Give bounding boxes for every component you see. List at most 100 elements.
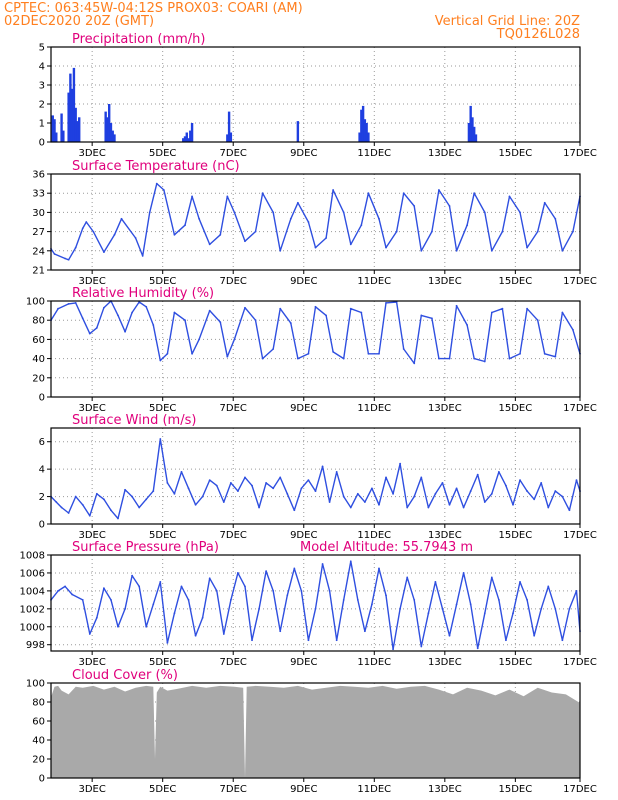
pressure-point: [117, 625, 119, 628]
rh-point: [272, 348, 275, 350]
wind-point: [55, 501, 58, 503]
pressure-ytick-label: 1000: [20, 622, 45, 633]
rh-point: [307, 352, 310, 355]
pressure-point: [81, 598, 84, 601]
pressure-point: [251, 639, 253, 642]
rh-point: [233, 338, 236, 341]
wind-point: [286, 492, 289, 495]
temp-title: Surface Temperature (nC): [72, 159, 240, 174]
temp-point: [378, 217, 380, 220]
pressure-point: [349, 560, 352, 563]
rh-point: [342, 357, 345, 360]
wind-point: [60, 506, 63, 509]
rh-point: [360, 311, 363, 314]
temp-point: [554, 217, 557, 220]
temp-point: [233, 211, 236, 214]
wind-point: [173, 492, 176, 495]
cloud-xtick-label: 17DEC: [563, 784, 597, 795]
pressure-point: [71, 593, 74, 596]
cloud-ytick-label: 20: [32, 755, 45, 766]
grid-note: Vertical Grid Line: 20Z: [435, 14, 580, 29]
cloud-xtick-label: 3DEC: [78, 784, 105, 795]
wind-point: [575, 479, 578, 482]
rh-point: [430, 317, 433, 320]
wind-point: [349, 506, 352, 509]
pressure-point: [124, 607, 126, 610]
temp-point: [53, 253, 56, 255]
precip-ytick-label: 1: [39, 119, 45, 130]
temp-point: [332, 189, 335, 191]
rh-point: [526, 307, 528, 310]
precip-bar: [104, 111, 107, 142]
precip-bar: [189, 130, 192, 142]
wind-point: [314, 490, 317, 492]
rh-xtick-label: 17DEC: [563, 403, 597, 414]
temp-point: [103, 251, 105, 253]
pressure-point: [342, 598, 345, 601]
rh-point: [289, 322, 292, 324]
wind-xtick-label: 17DEC: [563, 530, 597, 541]
pressure-point: [399, 607, 402, 610]
precip-bar: [187, 138, 190, 142]
rh-point: [420, 314, 423, 317]
wind-point: [152, 490, 155, 492]
wind-point: [88, 514, 91, 517]
rh-xtick-label: 11DEC: [357, 403, 391, 414]
pressure-point: [335, 639, 338, 642]
precip-xtick-label: 5DEC: [149, 148, 176, 159]
temp-ytick-label: 27: [32, 227, 45, 238]
rh-point: [103, 306, 105, 309]
pressure-point: [406, 576, 409, 579]
temp-point: [420, 249, 423, 252]
wind-point: [462, 506, 465, 509]
temp-point: [254, 230, 257, 233]
rh-point: [473, 357, 476, 360]
pressure-point: [237, 572, 239, 574]
precip-bar: [358, 132, 361, 142]
rh-point: [244, 306, 246, 309]
pressure-point: [258, 607, 260, 610]
precip-bar: [361, 105, 365, 142]
precip-bar: [74, 107, 77, 142]
precip-bar: [469, 105, 472, 142]
temp-point: [395, 230, 398, 233]
rh-xtick-label: 3DEC: [78, 403, 105, 414]
pressure-point: [159, 581, 162, 583]
pressure-xtick-label: 7DEC: [220, 657, 247, 668]
cloud-ytick-label: 80: [32, 698, 45, 709]
rh-xtick-label: 7DEC: [220, 403, 247, 414]
precip-bar: [70, 88, 74, 142]
temp-point: [508, 195, 511, 198]
precip-bar: [474, 134, 478, 142]
pressure-point: [490, 576, 493, 579]
rh-point: [466, 324, 469, 326]
cloud-xtick-label: 15DEC: [498, 784, 532, 795]
pressure-ytick-label: 1008: [20, 551, 45, 562]
wind-point: [568, 509, 571, 512]
pressure-title: Surface Pressure (hPa): [72, 540, 219, 555]
temp-point: [219, 233, 222, 236]
rh-point: [219, 321, 222, 324]
precip-bar: [78, 117, 81, 142]
temp-point: [191, 195, 193, 198]
temp-point: [572, 230, 574, 233]
wind-point: [427, 506, 430, 509]
precip-bar: [182, 138, 185, 142]
wind-point: [229, 481, 232, 484]
rh-point: [124, 330, 126, 333]
temp-point: [490, 249, 493, 252]
pressure-point: [519, 581, 521, 583]
temp-point: [113, 233, 116, 236]
pressure-point: [455, 603, 458, 606]
wind-point: [258, 506, 260, 509]
temp-point: [402, 192, 405, 195]
meteogram-panels: 0 1 2 3 4 5 3DEC 5DEC 7DEC 9DEC 11DEC 13DEC 15DEC 17D…: [20, 32, 597, 795]
pressure-point: [215, 589, 218, 592]
pressure-point: [427, 612, 430, 615]
rh-xtick-label: 5DEC: [149, 403, 176, 414]
wind-point: [385, 476, 387, 479]
temp-frame: [50, 173, 581, 271]
pressure-point: [208, 577, 211, 580]
pressure-point: [575, 589, 578, 592]
wind-point: [81, 503, 84, 506]
